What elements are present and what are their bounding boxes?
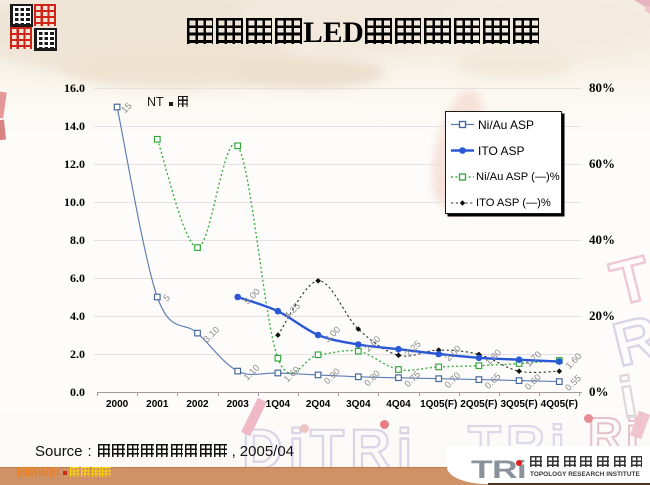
svg-text:0.55: 0.55: [563, 373, 583, 393]
svg-text:0.65: 0.65: [483, 371, 503, 391]
svg-text:0.90: 0.90: [322, 366, 342, 386]
svg-text:1.60: 1.60: [564, 351, 584, 371]
svg-text:0.80: 0.80: [362, 368, 382, 388]
svg-text:1.10: 1.10: [242, 363, 262, 383]
svg-text:2.00: 2.00: [443, 343, 463, 363]
svg-text:2.25: 2.25: [403, 339, 423, 359]
svg-text:3.10: 3.10: [201, 325, 221, 345]
svg-text:0.70: 0.70: [443, 370, 463, 390]
svg-text:1.80: 1.80: [483, 347, 503, 367]
svg-text:5: 5: [161, 293, 172, 304]
svg-text:0.75: 0.75: [402, 369, 422, 389]
svg-text:0.60: 0.60: [523, 372, 543, 392]
svg-text:4.25: 4.25: [282, 301, 302, 321]
svg-text:1.70: 1.70: [524, 349, 544, 369]
svg-text:1.60: 1.60: [282, 364, 302, 384]
svg-text:15: 15: [119, 101, 133, 115]
svg-text:2.60: 2.60: [363, 334, 383, 354]
